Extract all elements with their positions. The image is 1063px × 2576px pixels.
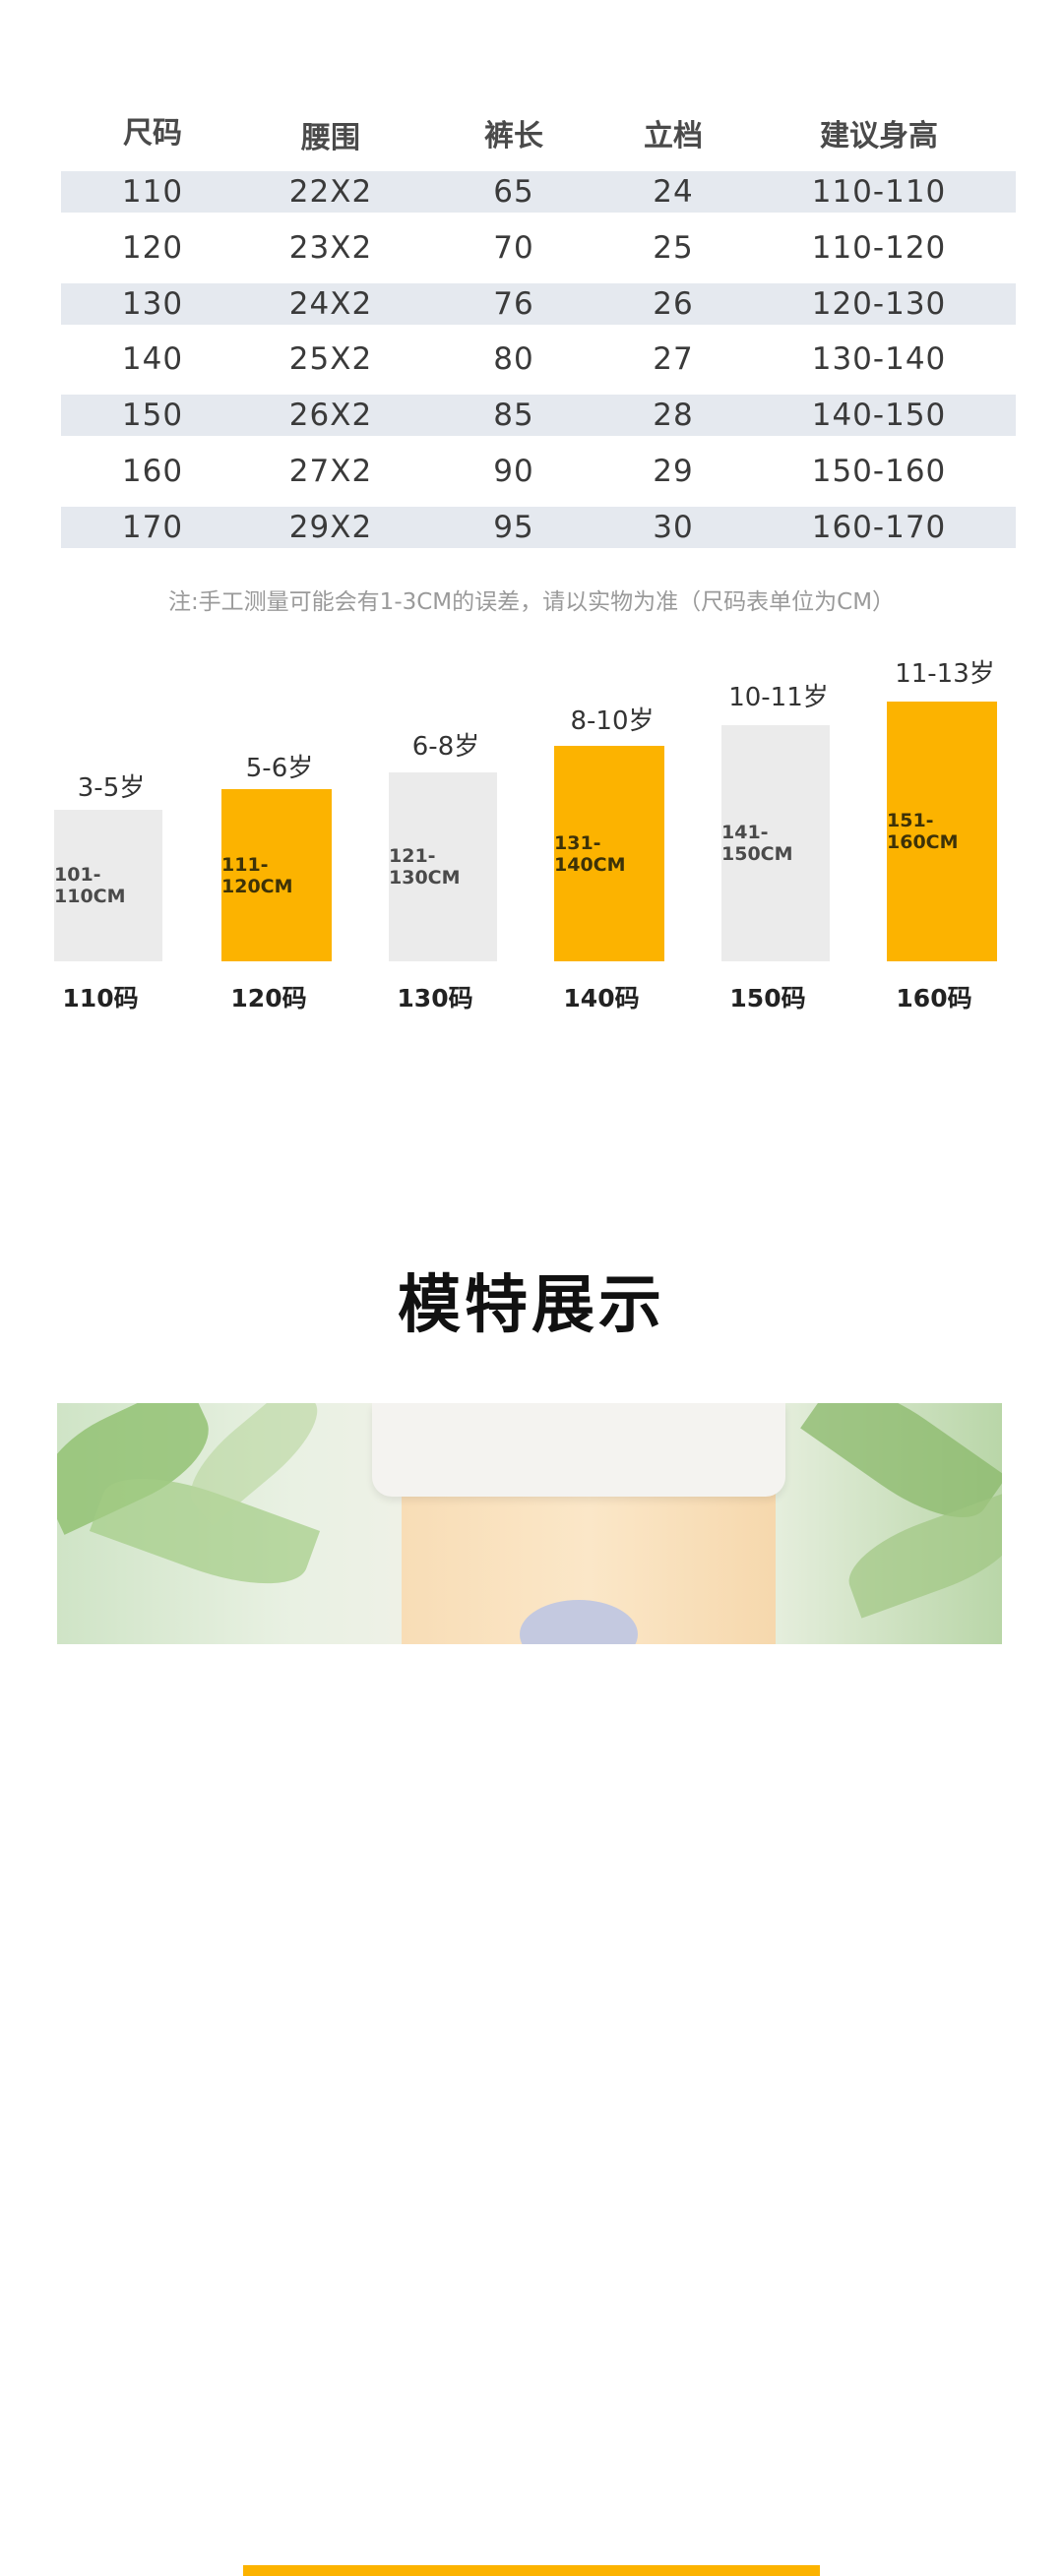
table-cell: 22X2 (288, 174, 373, 210)
table-cell: 25 (653, 229, 694, 266)
height-bar: 111-120CM (221, 789, 332, 961)
height-bar: 101-110CM (54, 810, 162, 961)
table-cell: 120-130 (811, 285, 947, 322)
table-cell: 24X2 (288, 285, 373, 322)
table-cell: 90 (493, 454, 534, 489)
age-range-label: 5-6岁 (245, 754, 314, 783)
table-cell: 76 (493, 285, 534, 322)
header-height: 建议身高 (820, 119, 938, 153)
leaf-shape (838, 1493, 1002, 1619)
age-range-label: 8-10岁 (570, 706, 655, 736)
model-shirt (372, 1403, 785, 1497)
table-cell: 120 (121, 229, 184, 266)
table-row: 130 24X2 76 26 120-130 (61, 282, 1016, 325)
table-row: 140 25X2 80 27 130-140 (61, 338, 1016, 380)
table-cell: 110-120 (811, 229, 947, 266)
header-rise: 立档 (644, 119, 703, 153)
size-label: 130码 (397, 984, 473, 1012)
table-cell: 95 (493, 509, 534, 545)
height-bar: 131-140CM (554, 746, 664, 961)
table-cell: 26 (653, 285, 694, 322)
table-row: 120 23X2 70 25 110-120 (61, 227, 1016, 269)
table-cell: 70 (493, 229, 534, 266)
header-size: 尺码 (123, 116, 182, 151)
table-cell: 130-140 (811, 341, 947, 378)
table-cell: 26X2 (288, 398, 373, 434)
table-cell: 160 (121, 454, 184, 489)
table-cell: 29 (653, 454, 694, 489)
table-cell: 85 (493, 398, 534, 434)
age-range-label: 10-11岁 (728, 683, 829, 712)
model-photo (57, 1403, 1002, 1644)
table-cell: 23X2 (288, 229, 373, 266)
size-label: 150码 (729, 984, 806, 1012)
table-cell: 130 (121, 285, 184, 322)
header-length: 裤长 (484, 119, 543, 153)
heading-underline (243, 2565, 820, 2576)
table-cell: 80 (493, 341, 534, 378)
model-section-title: 模特展示 (398, 1269, 665, 1342)
table-cell: 27X2 (288, 454, 373, 489)
table-cell: 29X2 (288, 509, 373, 545)
table-row: 110 22X2 65 24 110-110 (61, 171, 1016, 213)
table-row: 170 29X2 95 30 160-170 (61, 506, 1016, 548)
table-cell: 28 (653, 398, 694, 434)
header-waist: 腰围 (301, 121, 360, 155)
table-cell: 110-110 (811, 174, 947, 210)
table-cell: 30 (653, 509, 694, 545)
table-cell: 140-150 (811, 398, 947, 434)
height-bar: 121-130CM (389, 772, 497, 961)
table-row: 160 27X2 90 29 150-160 (61, 451, 1016, 492)
table-cell: 170 (121, 509, 184, 545)
table-cell: 150 (121, 398, 184, 434)
table-cell: 65 (493, 174, 534, 210)
table-row: 150 26X2 85 28 140-150 (61, 395, 1016, 437)
table-cell: 110 (121, 174, 184, 210)
age-range-label: 3-5岁 (77, 773, 146, 803)
size-label: 110码 (62, 984, 139, 1012)
table-cell: 25X2 (288, 341, 373, 378)
measurement-note: 注:手工测量可能会有1-3CM的误差，请以实物为准（尺码表单位为CM） (167, 589, 896, 615)
size-table-header: 尺码 腰围 裤长 立档 建议身高 (0, 108, 1063, 157)
size-label: 140码 (563, 984, 640, 1012)
table-cell: 160-170 (811, 509, 947, 545)
age-range-label: 11-13岁 (895, 659, 995, 689)
size-label: 120码 (230, 984, 307, 1012)
age-range-label: 6-8岁 (411, 732, 480, 762)
table-cell: 27 (653, 341, 694, 378)
height-bar: 141-150CM (721, 725, 830, 961)
size-label: 160码 (896, 984, 972, 1012)
table-cell: 150-160 (811, 454, 947, 489)
table-cell: 140 (121, 341, 184, 378)
height-bar: 151-160CM (887, 702, 997, 961)
age-size-chart: 3-5岁 101-110CM 110码 5-6岁 111-120CM 120码 6-8岁 12… (0, 630, 1063, 1023)
table-cell: 24 (653, 174, 694, 210)
